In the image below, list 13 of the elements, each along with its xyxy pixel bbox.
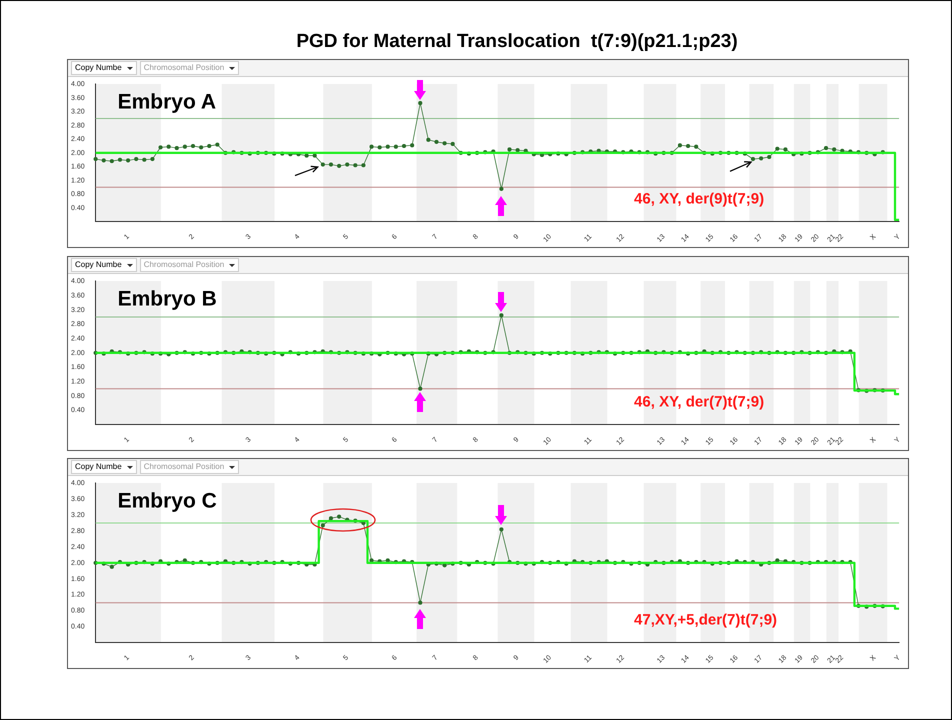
chart-title: PGD for Maternal Translocation t(7:9)(p21.1;p23) [295,31,739,53]
text: Copy Numbe [71,258,137,272]
text: Chromosomal Position [140,460,240,474]
chart-subtitle: Embryo B [118,287,217,310]
chart-subtitle: Embryo C [118,489,217,512]
text: Chromosomal Position [140,61,240,75]
text: Copy Numbe [71,61,137,75]
annotation: 47,XY,+5,der(7)t(7;9) [634,612,778,629]
annotation: 46, XY, der(7)t(7;9) [634,394,764,411]
text: Chromosomal Position [140,258,240,272]
chart-subtitle: Embryo A [118,90,216,114]
annotation: 46, XY, der(9)t(7;9) [634,190,764,208]
text: Copy Numbe [71,460,137,474]
